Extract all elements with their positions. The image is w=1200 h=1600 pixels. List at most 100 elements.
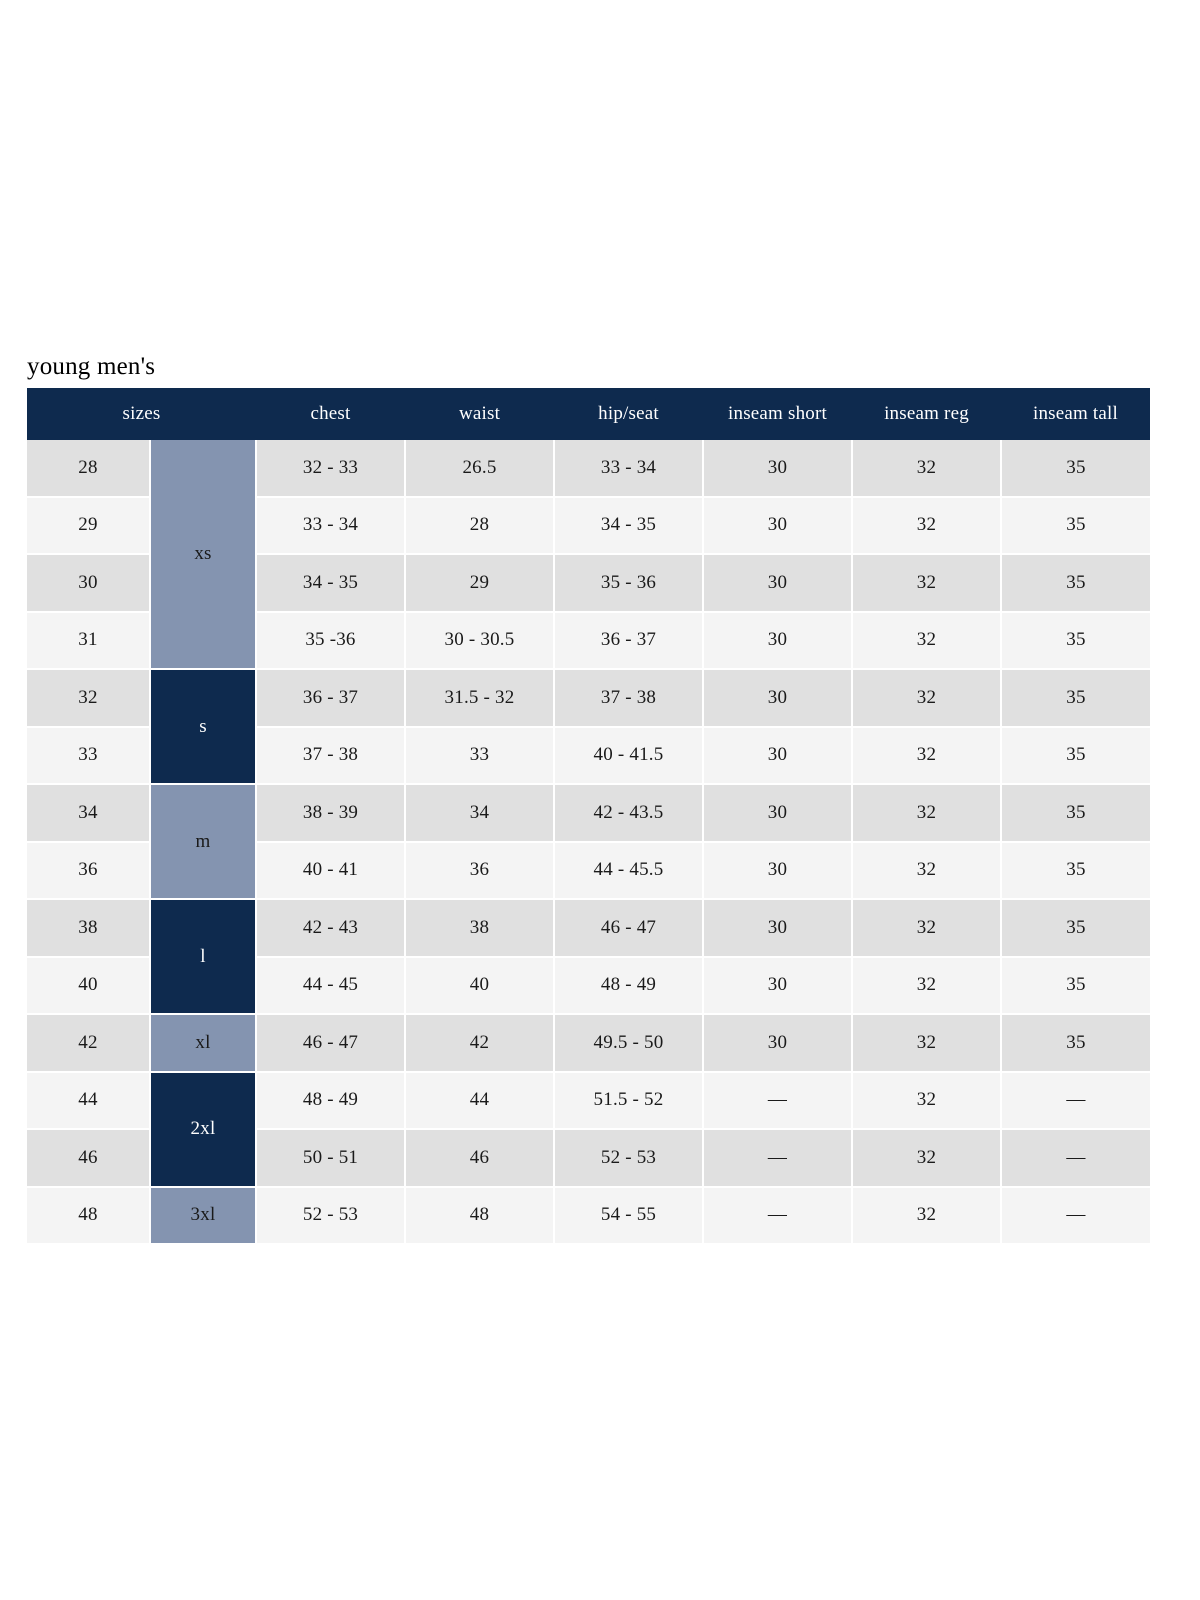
cell-size-group-l: l	[150, 899, 257, 1015]
cell-inseam-short: —	[703, 1129, 853, 1188]
column-header-inseam-short: inseam short	[703, 388, 852, 440]
cell-inseam-tall: 35	[1001, 554, 1150, 613]
cell-inseam-short: 30	[703, 841, 853, 900]
cell-inseam-reg: 32	[852, 726, 1002, 785]
cell-hip-seat: 42 - 43.5	[554, 784, 704, 843]
cell-hip-seat: 34 - 35	[554, 496, 704, 555]
cell-inseam-reg: 32	[852, 496, 1002, 555]
cell-inseam-tall: 35	[1001, 899, 1150, 958]
cell-size: 44	[27, 1071, 151, 1130]
table-row: 38 l 42 - 43 38 46 - 47 30 32 35	[27, 899, 1150, 1015]
column-header-inseam-reg: inseam reg	[852, 388, 1001, 440]
cell-inseam-tall: 35	[1001, 611, 1150, 670]
cell-inseam-short: 30	[703, 784, 853, 843]
cell-inseam-short: 30	[703, 440, 853, 498]
cell-inseam-short: 30	[703, 554, 853, 613]
cell-inseam-short: 30	[703, 899, 853, 958]
cell-hip-seat: 46 - 47	[554, 899, 704, 958]
table-row: 30 34 - 35 29 35 - 36 30 32 35	[27, 554, 1150, 613]
cell-hip-seat: 35 - 36	[554, 554, 704, 613]
cell-inseam-reg: 32	[852, 899, 1002, 958]
cell-chest: 44 - 45	[256, 956, 406, 1015]
table-row: 32 s 36 - 37 31.5 - 32 37 - 38 30 32 35	[27, 669, 1150, 785]
table-row: 31 35 -36 30 - 30.5 36 - 37 30 32 35	[27, 611, 1150, 670]
cell-inseam-reg: 32	[852, 841, 1002, 900]
cell-chest: 33 - 34	[256, 496, 406, 555]
cell-inseam-short: 30	[703, 496, 853, 555]
size-chart-table: sizes chest waist hip/seat inseam short …	[27, 388, 1150, 1245]
cell-chest: 35 -36	[256, 611, 406, 670]
cell-inseam-reg: 32	[852, 554, 1002, 613]
cell-size-group-xl: xl	[150, 1014, 257, 1073]
cell-hip-seat: 37 - 38	[554, 669, 704, 728]
cell-inseam-tall: 35	[1001, 1014, 1150, 1073]
column-header-inseam-tall: inseam tall	[1001, 388, 1150, 440]
cell-size: 30	[27, 554, 151, 613]
cell-inseam-reg: 32	[852, 784, 1002, 843]
cell-size: 38	[27, 899, 151, 958]
cell-size: 32	[27, 669, 151, 728]
cell-chest: 32 - 33	[256, 440, 406, 498]
table-row: 48 3xl 52 - 53 48 54 - 55—32—	[27, 1186, 1150, 1245]
cell-hip-seat: 49.5 - 50	[554, 1014, 704, 1073]
table-header: sizes chest waist hip/seat inseam short …	[27, 388, 1150, 440]
cell-inseam-short: —	[703, 1071, 853, 1130]
cell-inseam-tall: —	[1001, 1186, 1150, 1245]
cell-chest: 46 - 47	[256, 1014, 406, 1073]
column-header-hip-seat: hip/seat	[554, 388, 703, 440]
cell-size-group-s: s	[150, 669, 257, 785]
cell-inseam-short: 30	[703, 956, 853, 1015]
cell-waist: 40	[405, 956, 555, 1015]
cell-chest: 38 - 39	[256, 784, 406, 843]
cell-inseam-tall: —	[1001, 1129, 1150, 1188]
cell-size: 31	[27, 611, 151, 670]
cell-inseam-reg: 32	[852, 1071, 1002, 1130]
cell-waist: 36	[405, 841, 555, 900]
cell-waist: 33	[405, 726, 555, 785]
table-row: 28 xs 32 - 33 26.5 33 - 34 30 32 35	[27, 440, 1150, 670]
cell-waist: 48	[405, 1186, 555, 1245]
cell-hip-seat: 33 - 34	[554, 440, 704, 498]
cell-inseam-tall: 35	[1001, 440, 1150, 498]
cell-waist: 42	[405, 1014, 555, 1073]
cell-inseam-tall: 35	[1001, 726, 1150, 785]
cell-size: 33	[27, 726, 151, 785]
cell-chest: 42 - 43	[256, 899, 406, 958]
cell-waist: 30 - 30.5	[405, 611, 555, 670]
cell-chest: 52 - 53	[256, 1186, 406, 1245]
cell-size: 29	[27, 496, 151, 555]
cell-hip-seat: 54 - 55	[554, 1186, 704, 1245]
cell-hip-seat: 36 - 37	[554, 611, 704, 670]
table-row: 46 50 - 51 46 52 - 53—32—	[27, 1129, 1150, 1188]
cell-inseam-tall: 35	[1001, 841, 1150, 900]
cell-inseam-tall: 35	[1001, 956, 1150, 1015]
column-header-waist: waist	[405, 388, 554, 440]
table-row: 36 40 - 41 36 44 - 45.5 30 32 35	[27, 841, 1150, 900]
page-title: young men's	[27, 353, 156, 380]
cell-hip-seat: 40 - 41.5	[554, 726, 704, 785]
cell-inseam-short: 30	[703, 1014, 853, 1073]
cell-inseam-tall: —	[1001, 1071, 1150, 1130]
column-header-chest: chest	[256, 388, 405, 440]
cell-size-group-2xl: 2xl	[150, 1071, 257, 1188]
cell-inseam-reg: 32	[852, 440, 1002, 498]
cell-inseam-reg: 32	[852, 1014, 1002, 1073]
cell-size: 34	[27, 784, 151, 843]
cell-inseam-short: —	[703, 1186, 853, 1245]
cell-chest: 37 - 38	[256, 726, 406, 785]
table-row: 33 37 - 38 33 40 - 41.5 30 32 35	[27, 726, 1150, 785]
cell-hip-seat: 52 - 53	[554, 1129, 704, 1188]
cell-size: 28	[27, 440, 151, 498]
cell-waist: 31.5 - 32	[405, 669, 555, 728]
table-row: 40 44 - 45 40 48 - 49 30 32 35	[27, 956, 1150, 1015]
cell-hip-seat: 51.5 - 52	[554, 1071, 704, 1130]
cell-inseam-reg: 32	[852, 669, 1002, 728]
cell-waist: 28	[405, 496, 555, 555]
cell-inseam-reg: 32	[852, 1129, 1002, 1188]
cell-hip-seat: 48 - 49	[554, 956, 704, 1015]
cell-size: 40	[27, 956, 151, 1015]
cell-waist: 34	[405, 784, 555, 843]
cell-waist: 26.5	[405, 440, 555, 498]
cell-hip-seat: 44 - 45.5	[554, 841, 704, 900]
